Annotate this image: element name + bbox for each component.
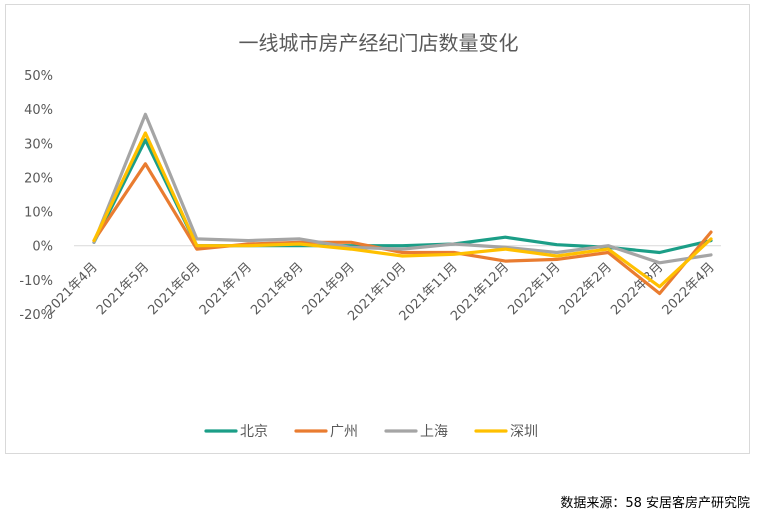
x-tick-label: 2021年8月: [248, 260, 306, 318]
y-tick-label: -20%: [19, 308, 53, 323]
chart-title: 一线城市房产经纪门店数量变化: [238, 31, 519, 55]
x-tick-label: 2022年1月: [505, 260, 563, 318]
legend-label: 广州: [330, 424, 358, 440]
series-line-2: [92, 162, 713, 296]
source-note: 数据来源：58 安居客房产研究院: [560, 496, 750, 511]
legend-label: 北京: [240, 424, 268, 440]
y-tick-label: 40%: [24, 103, 53, 118]
x-tick-label: 2021年6月: [145, 260, 203, 318]
x-tick-label: 2022年4月: [660, 260, 718, 318]
y-tick-label: 10%: [24, 206, 53, 221]
y-tick-label: 20%: [24, 171, 53, 186]
series-line-4: [92, 131, 713, 289]
x-tick-label: 2022年2月: [557, 260, 615, 318]
x-tick-label: 2021年5月: [94, 260, 152, 318]
y-tick-label: 50%: [24, 69, 53, 84]
x-tick-label: 2021年4月: [43, 260, 101, 318]
line-chart: 50%40%30%20%10%0%-10%-20%2021年4月2021年5月2…: [19, 69, 721, 440]
y-tick-label: -10%: [19, 274, 53, 289]
x-tick-label: 2021年7月: [197, 260, 255, 318]
legend-label: 上海: [420, 424, 448, 440]
series-line-3: [92, 112, 713, 265]
y-tick-label: 30%: [24, 137, 53, 152]
legend-label: 深圳: [510, 424, 538, 440]
y-tick-label: 0%: [32, 240, 53, 255]
series-line-1: [92, 138, 713, 255]
chart-frame: 一线城市房产经纪门店数量变化 50% 40% 30% 20% 10% 0% -10% -20%…: [5, 4, 750, 454]
